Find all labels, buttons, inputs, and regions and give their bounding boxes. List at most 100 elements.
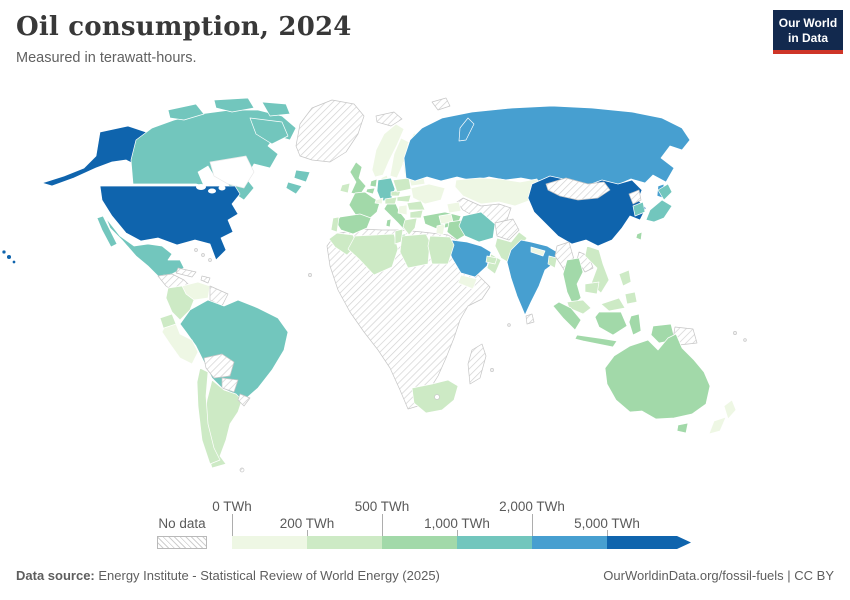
- country-switzerland[interactable]: [374, 197, 384, 205]
- chart-title: Oil consumption, 2024: [16, 12, 352, 42]
- country-indonesia-sulawesi[interactable]: [628, 313, 642, 336]
- country-russia[interactable]: [403, 105, 691, 188]
- country-yemen[interactable]: [457, 274, 478, 290]
- country-peru[interactable]: [161, 323, 199, 365]
- country-vietnam[interactable]: [584, 245, 610, 294]
- legend-bin-1[interactable]: [307, 536, 382, 549]
- country-philippines-luzon[interactable]: [618, 269, 632, 287]
- country-africa-subsaharan[interactable]: [326, 228, 491, 410]
- country-paraguay[interactable]: [221, 377, 239, 393]
- legend-tick-line: [607, 530, 608, 536]
- country-canada-newfoundland[interactable]: [293, 169, 311, 183]
- country-malaysia-borneo[interactable]: [600, 297, 626, 312]
- country-indonesia-borneo[interactable]: [594, 311, 628, 336]
- country-bolivia[interactable]: [203, 353, 235, 379]
- data-source-label: Data source:: [16, 568, 95, 583]
- country-hawaii-2[interactable]: [6, 254, 12, 260]
- country-libya[interactable]: [399, 233, 431, 269]
- country-falkland-islands[interactable]: [239, 467, 245, 473]
- country-ukraine[interactable]: [410, 183, 446, 205]
- country-taiwan[interactable]: [635, 231, 643, 241]
- country-tasmania[interactable]: [676, 422, 689, 434]
- country-netherlands[interactable]: [369, 178, 378, 188]
- country-canada-arctic-1[interactable]: [167, 103, 205, 121]
- chart-footer: Data source: Energy Institute - Statisti…: [16, 568, 834, 583]
- legend-bin-4[interactable]: [532, 536, 607, 549]
- country-romania[interactable]: [406, 200, 426, 211]
- country-svalbard[interactable]: [431, 97, 451, 111]
- country-russia-novaya-zemlya[interactable]: [458, 117, 475, 142]
- country-brazil[interactable]: [179, 299, 289, 403]
- legend-bin-0[interactable]: [232, 536, 307, 549]
- great-lakes-2: [208, 188, 216, 194]
- country-slovakia-hungary[interactable]: [396, 194, 412, 203]
- country-madagascar[interactable]: [467, 343, 487, 385]
- country-canada-arctic-2[interactable]: [213, 97, 255, 113]
- country-hawaii-1[interactable]: [1, 249, 7, 255]
- data-source-note: Data source: Energy Institute - Statisti…: [16, 568, 440, 583]
- country-canada-nova-scotia[interactable]: [285, 181, 303, 195]
- country-italy-sardinia[interactable]: [385, 218, 392, 228]
- country-balkans[interactable]: [397, 204, 408, 216]
- country-egypt[interactable]: [427, 235, 455, 265]
- country-cambodia[interactable]: [584, 281, 600, 295]
- country-cuba[interactable]: [175, 267, 197, 278]
- country-canada-arctic-3[interactable]: [261, 101, 291, 117]
- country-uruguay[interactable]: [237, 393, 251, 407]
- country-poland[interactable]: [392, 177, 412, 193]
- owid-url-link[interactable]: OurWorldinData.org/fossil-fuels | CC BY: [603, 568, 834, 583]
- country-afghanistan[interactable]: [494, 218, 520, 241]
- legend-no-data-swatch[interactable]: [157, 536, 207, 549]
- country-portugal[interactable]: [330, 216, 340, 233]
- country-thailand[interactable]: [562, 257, 584, 306]
- country-south-korea[interactable]: [632, 201, 646, 217]
- legend-tick-line: [232, 514, 233, 536]
- country-france[interactable]: [348, 191, 381, 220]
- legend-tick-line: [382, 514, 383, 536]
- country-india[interactable]: [506, 239, 558, 316]
- country-belgium[interactable]: [365, 187, 376, 195]
- country-japan-honshu[interactable]: [645, 199, 673, 223]
- country-norway[interactable]: [371, 123, 405, 178]
- legend-tick-line: [457, 530, 458, 536]
- country-chile[interactable]: [196, 367, 221, 465]
- country-japan-hokkaido[interactable]: [657, 183, 673, 201]
- country-ireland[interactable]: [339, 182, 351, 194]
- country-canada-baffin[interactable]: [249, 117, 289, 145]
- country-bangladesh[interactable]: [547, 255, 558, 269]
- legend-bin-3[interactable]: [457, 536, 532, 549]
- country-uae[interactable]: [485, 255, 498, 265]
- country-iran[interactable]: [458, 211, 496, 243]
- country-mexico-baja[interactable]: [96, 215, 118, 248]
- country-united-states[interactable]: [99, 185, 241, 261]
- country-greenland[interactable]: [295, 99, 365, 163]
- small-island-speck: [308, 273, 312, 277]
- country-new-zealand-north[interactable]: [723, 399, 737, 420]
- country-hawaii-3[interactable]: [11, 259, 17, 265]
- country-bulgaria[interactable]: [409, 209, 424, 219]
- world-map-container: [0, 88, 850, 500]
- country-caucasus[interactable]: [446, 201, 462, 214]
- legend-bin-5[interactable]: [607, 536, 691, 549]
- legend-tick-label-1: 200 TWh: [279, 516, 335, 531]
- country-australia[interactable]: [604, 333, 711, 420]
- country-nepal[interactable]: [530, 246, 546, 257]
- country-new-zealand-south[interactable]: [708, 416, 727, 435]
- country-mongolia[interactable]: [545, 177, 611, 201]
- country-north-korea[interactable]: [628, 189, 642, 205]
- country-greece[interactable]: [402, 217, 418, 236]
- country-indonesia-java[interactable]: [574, 334, 618, 348]
- legend-bin-2[interactable]: [382, 536, 457, 549]
- country-mexico[interactable]: [105, 217, 185, 277]
- country-philippines-mindanao[interactable]: [624, 291, 638, 305]
- country-sri-lanka[interactable]: [525, 313, 535, 325]
- country-united-kingdom[interactable]: [349, 161, 367, 196]
- country-iceland[interactable]: [375, 111, 403, 127]
- country-jordan-israel[interactable]: [435, 223, 446, 236]
- owid-logo[interactable]: Our World in Data: [773, 10, 843, 54]
- small-island-speck: [490, 368, 494, 372]
- country-hispaniola[interactable]: [200, 275, 211, 284]
- country-austria[interactable]: [384, 196, 398, 205]
- data-source-text: Energy Institute - Statistical Review of…: [94, 568, 440, 583]
- country-indonesia-sumatra[interactable]: [552, 301, 582, 331]
